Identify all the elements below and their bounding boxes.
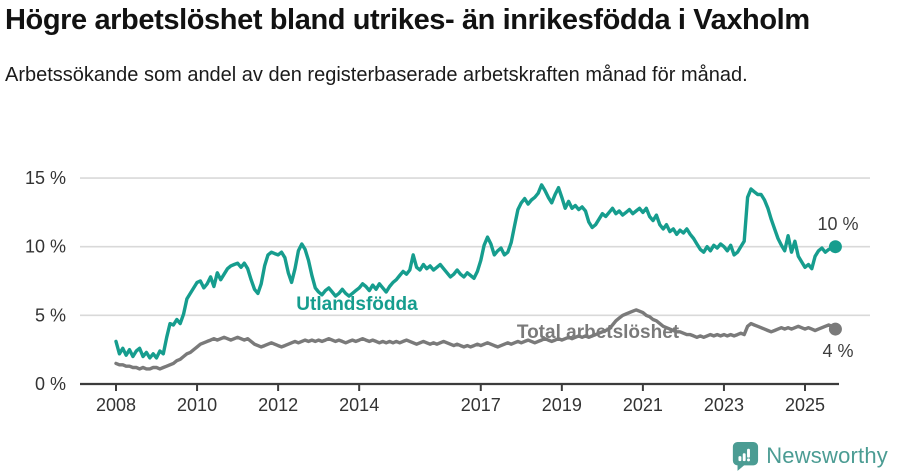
x-axis-tick-label: 2008	[96, 395, 136, 415]
x-axis-tick-label: 2019	[542, 395, 582, 415]
series-end-dot-utlandsfodda	[828, 240, 842, 254]
x-axis-tick-label: 2023	[704, 395, 744, 415]
y-axis-tick-label: 15 %	[25, 168, 66, 188]
brand-name: Newsworthy	[766, 443, 888, 468]
x-axis-tick-label: 2021	[623, 395, 663, 415]
series-line-total	[114, 308, 838, 371]
end-value-label-total: 4 %	[822, 341, 853, 361]
y-axis-tick-label: 10 %	[25, 237, 66, 257]
newsworthy-logo: Newsworthy	[731, 441, 888, 471]
end-value-label-utlandsfodda: 10 %	[817, 214, 858, 234]
x-axis-tick-label: 2025	[785, 395, 825, 415]
x-axis-tick-label: 2014	[339, 395, 379, 415]
chart-subtitle: Arbetssökande som andel av den registerb…	[5, 64, 748, 86]
series-label-total: Total arbetslöshet	[517, 322, 680, 343]
x-axis-tick-label: 2017	[461, 395, 501, 415]
series-end-dot-total	[828, 322, 842, 336]
y-axis-tick-label: 0 %	[35, 374, 66, 394]
page-title: Högre arbetslöshet bland utrikes- än inr…	[5, 4, 810, 36]
x-axis-tick-label: 2010	[177, 395, 217, 415]
newsworthy-speech-bubble-chart-icon	[733, 442, 759, 471]
y-axis-tick-label: 5 %	[35, 305, 66, 325]
x-axis-tick-label: 2012	[258, 395, 298, 415]
series-label-utlandsfodda: Utlandsfödda	[296, 294, 418, 315]
series-line-utlandsfodda	[114, 183, 838, 360]
